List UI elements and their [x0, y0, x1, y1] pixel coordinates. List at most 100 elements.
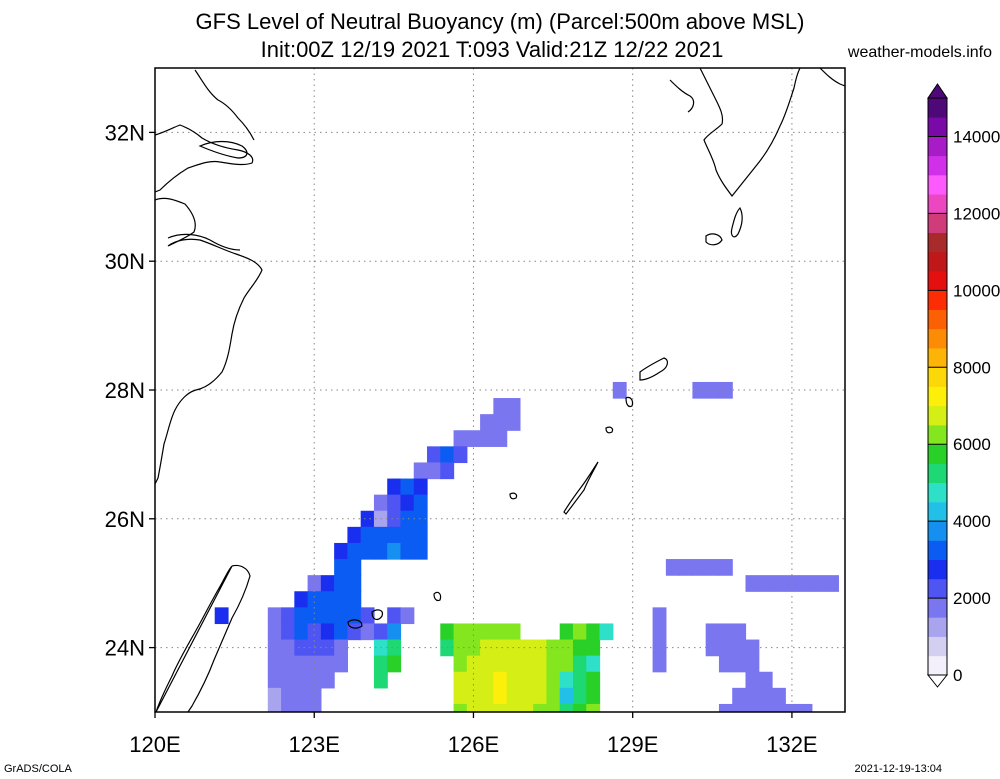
- field-cell: [373, 655, 388, 673]
- colorbar-segment: [928, 98, 947, 118]
- field-cell: [586, 687, 601, 705]
- field-cell: [519, 639, 534, 657]
- field-cell: [493, 623, 508, 641]
- field-cell: [785, 703, 800, 712]
- coastline-taiwan: [155, 564, 251, 712]
- field-cell: [440, 623, 455, 641]
- field-cell: [281, 607, 295, 625]
- field-cell: [665, 559, 680, 576]
- colorbar-tick-label: 10000: [953, 281, 1000, 300]
- field-cell: [758, 687, 773, 705]
- field-cell: [307, 623, 322, 641]
- field-cell: [745, 687, 760, 705]
- field-cell: [546, 687, 561, 705]
- colorbar-min-arrow: [926, 674, 949, 688]
- field-cell: [586, 703, 601, 712]
- colorbar-segment: [928, 598, 947, 618]
- field-cell: [732, 687, 747, 705]
- field-cell: [453, 687, 468, 705]
- field-cell: [214, 607, 229, 625]
- field-cell: [387, 655, 402, 673]
- field-cell: [466, 655, 481, 673]
- field-cell: [400, 607, 415, 625]
- colorbar-tick-label: 0: [953, 666, 962, 685]
- field-cell: [413, 462, 428, 480]
- field-cell: [519, 687, 534, 705]
- field-cell: [586, 671, 601, 689]
- colorbar-segment: [928, 328, 947, 349]
- colorbar-segment: [928, 136, 947, 157]
- island-kerama: [509, 492, 518, 500]
- colorbar-segment: [928, 309, 947, 330]
- field-cell: [559, 639, 574, 657]
- field-cell: [320, 639, 335, 657]
- field-cell: [267, 607, 282, 625]
- field-cell: [758, 703, 773, 712]
- field-cell: [652, 655, 667, 673]
- island-daito: [433, 591, 442, 602]
- field-cell: [294, 623, 309, 641]
- field-cell: [400, 542, 415, 560]
- field-cell: [413, 478, 428, 496]
- tick-label-lon: 120E: [129, 732, 180, 757]
- field-cell: [440, 462, 455, 480]
- field-cell: [586, 639, 601, 657]
- tick-label-lon: 123E: [289, 732, 340, 757]
- field-cell: [360, 542, 375, 560]
- field-cell: [294, 655, 309, 673]
- field-cell: [506, 703, 521, 712]
- field-cell: [334, 542, 349, 560]
- field-cell: [320, 591, 335, 608]
- coastline-japan-honshu: [819, 68, 845, 87]
- field-cell: [334, 623, 349, 641]
- colorbar-segment: [928, 251, 947, 272]
- field-cell: [453, 639, 468, 657]
- field-cell: [294, 703, 309, 712]
- field-cell: [307, 575, 322, 592]
- field-cell: [546, 671, 561, 689]
- title-line-1: GFS Level of Neutral Buoyancy (m) (Parce…: [195, 9, 805, 34]
- field-cell: [519, 671, 534, 689]
- tick-label-lat: 28N: [105, 378, 145, 403]
- field-cell: [732, 703, 747, 712]
- field-cell: [586, 655, 601, 673]
- colorbar-tick-label: 6000: [953, 435, 991, 454]
- field-cell: [320, 671, 335, 689]
- field-cell: [281, 687, 295, 705]
- island-amami: [639, 357, 669, 381]
- colorbar-tick-label: 8000: [953, 358, 991, 377]
- field-cell: [334, 639, 349, 657]
- field-cell: [533, 687, 548, 705]
- field-cell: [347, 591, 362, 608]
- field-cell: [559, 655, 574, 673]
- field-cell: [732, 623, 747, 641]
- footer-left: GrADS/COLA: [4, 763, 72, 775]
- field-cell: [493, 430, 508, 447]
- field-cell: [373, 494, 388, 512]
- field-cell: [427, 462, 441, 480]
- field-cell: [307, 703, 322, 712]
- colorbar-segment: [928, 290, 947, 310]
- colorbar-segment: [928, 271, 947, 291]
- field-cell: [519, 703, 534, 712]
- field-cell: [281, 655, 295, 673]
- field-cell: [480, 703, 494, 712]
- field-cell: [705, 639, 720, 657]
- field-cell: [480, 671, 494, 689]
- field-cell: [294, 591, 309, 608]
- field-cell: [413, 542, 428, 560]
- field-cell: [347, 542, 362, 560]
- field-cell: [493, 414, 508, 431]
- field-cell: [572, 687, 587, 705]
- field-cell: [718, 381, 733, 399]
- field-cell: [347, 575, 362, 592]
- coastline-china: [155, 124, 263, 485]
- field-cell: [758, 671, 773, 689]
- colorbar-segment: [928, 578, 947, 599]
- field-cell: [453, 430, 468, 447]
- colorbar-segment: [928, 655, 947, 676]
- field-cell: [453, 446, 468, 464]
- field-cell: [506, 623, 521, 641]
- colorbar-max-arrow: [927, 83, 948, 99]
- field-cell: [559, 703, 574, 712]
